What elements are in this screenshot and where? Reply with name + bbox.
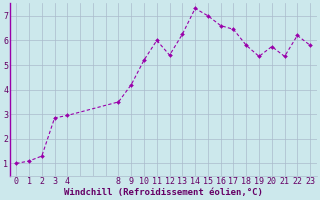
X-axis label: Windchill (Refroidissement éolien,°C): Windchill (Refroidissement éolien,°C) [64, 188, 263, 197]
